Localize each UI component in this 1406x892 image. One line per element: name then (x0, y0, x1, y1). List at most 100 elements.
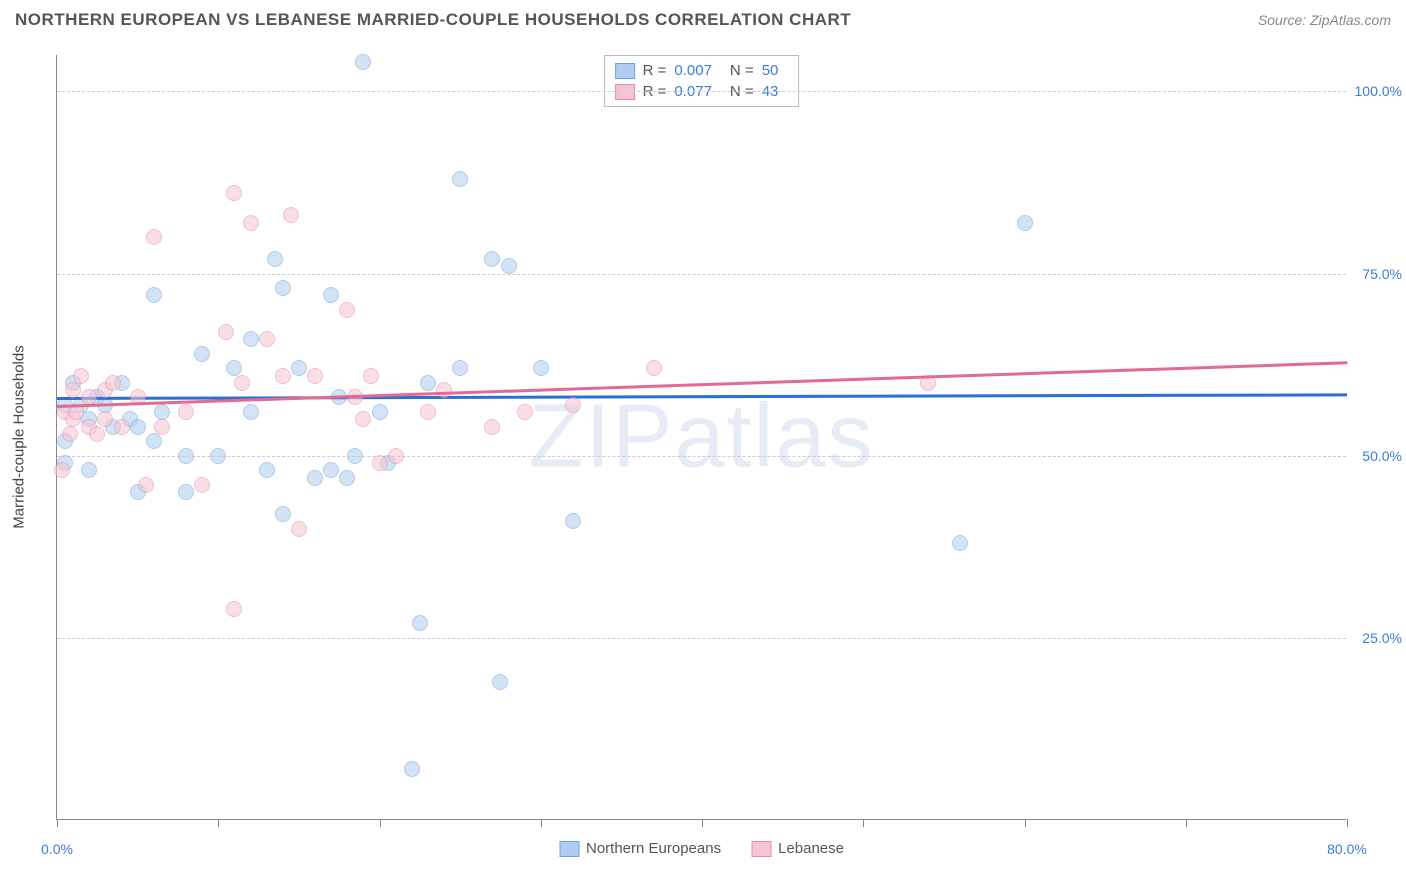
data-point (484, 419, 500, 435)
data-point (275, 506, 291, 522)
data-point (565, 513, 581, 529)
data-point (275, 368, 291, 384)
data-point (62, 426, 78, 442)
data-point (226, 185, 242, 201)
x-tick (1347, 819, 1348, 827)
data-point (1017, 215, 1033, 231)
data-point (420, 375, 436, 391)
legend-n-label: N = (730, 62, 754, 79)
data-point (388, 448, 404, 464)
data-point (355, 411, 371, 427)
title-bar: NORTHERN EUROPEAN VS LEBANESE MARRIED-CO… (15, 10, 1391, 30)
data-point (412, 615, 428, 631)
data-point (307, 368, 323, 384)
data-point (114, 419, 130, 435)
data-point (452, 360, 468, 376)
y-tick-label: 100.0% (1352, 83, 1402, 99)
data-point (54, 462, 70, 478)
data-point (501, 258, 517, 274)
data-point (154, 419, 170, 435)
y-axis-title: Married-couple Households (11, 345, 28, 528)
legend-n-value: 50 (762, 62, 779, 79)
data-point (130, 419, 146, 435)
data-point (243, 404, 259, 420)
data-point (275, 280, 291, 296)
data-point (420, 404, 436, 420)
legend-item: Lebanese (751, 840, 844, 857)
x-tick-label: 0.0% (41, 841, 73, 857)
legend-series: Northern Europeans Lebanese (559, 840, 844, 857)
plot-area: Married-couple Households ZIPatlas R =0.… (56, 55, 1346, 820)
legend-r-value: 0.007 (674, 62, 712, 79)
data-point (355, 54, 371, 70)
data-point (146, 287, 162, 303)
legend-correlation: R =0.007N =50R =0.077N =43 (604, 55, 800, 107)
x-tick (1186, 819, 1187, 827)
data-point (565, 397, 581, 413)
data-point (178, 448, 194, 464)
legend-label: Lebanese (778, 840, 844, 857)
data-point (339, 302, 355, 318)
legend-r-label: R = (643, 62, 667, 79)
data-point (291, 360, 307, 376)
x-tick (863, 819, 864, 827)
x-tick (702, 819, 703, 827)
gridline-h (57, 638, 1346, 639)
data-point (243, 215, 259, 231)
data-point (259, 462, 275, 478)
data-point (97, 411, 113, 427)
data-point (178, 404, 194, 420)
data-point (347, 448, 363, 464)
data-point (492, 674, 508, 690)
data-point (404, 761, 420, 777)
data-point (234, 375, 250, 391)
trend-line (57, 361, 1347, 407)
y-tick-label: 75.0% (1352, 266, 1402, 282)
gridline-h (57, 91, 1346, 92)
legend-swatch (751, 841, 771, 857)
data-point (138, 477, 154, 493)
data-point (484, 251, 500, 267)
data-point (146, 229, 162, 245)
data-point (372, 404, 388, 420)
data-point (81, 462, 97, 478)
data-point (291, 521, 307, 537)
legend-row: R = 0.007 N = 50 (615, 60, 789, 81)
legend-swatch (615, 63, 635, 79)
data-point (146, 433, 162, 449)
data-point (178, 484, 194, 500)
data-point (259, 331, 275, 347)
data-point (210, 448, 226, 464)
data-point (307, 470, 323, 486)
data-point (65, 382, 81, 398)
x-tick (57, 819, 58, 827)
data-point (323, 287, 339, 303)
x-tick (218, 819, 219, 827)
x-tick-label: 80.0% (1327, 841, 1367, 857)
data-point (267, 251, 283, 267)
y-tick-label: 25.0% (1352, 630, 1402, 646)
data-point (517, 404, 533, 420)
data-point (452, 171, 468, 187)
y-tick-label: 50.0% (1352, 448, 1402, 464)
gridline-h (57, 274, 1346, 275)
data-point (105, 375, 121, 391)
data-point (363, 368, 379, 384)
data-point (73, 368, 89, 384)
chart-title: NORTHERN EUROPEAN VS LEBANESE MARRIED-CO… (15, 10, 851, 30)
data-point (372, 455, 388, 471)
legend-item: Northern Europeans (559, 840, 721, 857)
data-point (339, 470, 355, 486)
data-point (646, 360, 662, 376)
legend-label: Northern Europeans (586, 840, 721, 857)
data-point (243, 331, 259, 347)
data-point (226, 601, 242, 617)
source-label: Source: ZipAtlas.com (1258, 12, 1391, 28)
data-point (218, 324, 234, 340)
data-point (533, 360, 549, 376)
chart-container: NORTHERN EUROPEAN VS LEBANESE MARRIED-CO… (0, 0, 1406, 892)
data-point (194, 477, 210, 493)
data-point (194, 346, 210, 362)
gridline-h (57, 456, 1346, 457)
data-point (226, 360, 242, 376)
